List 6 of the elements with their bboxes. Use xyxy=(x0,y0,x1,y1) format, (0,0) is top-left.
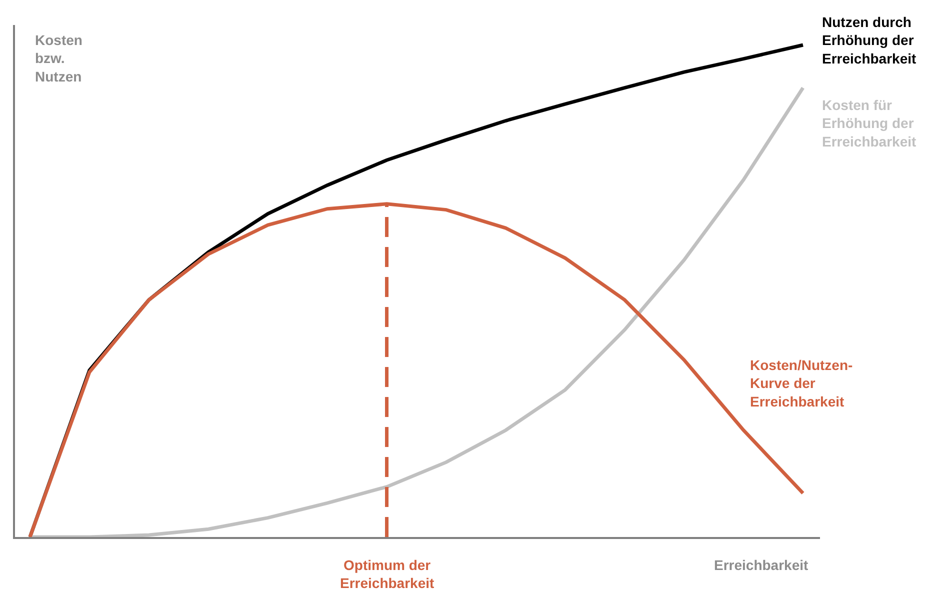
y-axis-title: Kosten bzw. Nutzen xyxy=(35,32,82,84)
series-label: Nutzen durch Erhöhung der Erreichbarkeit xyxy=(822,14,916,66)
x-axis-title: Erreichbarkeit xyxy=(714,557,808,573)
series-label: Kosten/Nutzen- Kurve der Erreichbarkeit xyxy=(750,357,853,410)
text: Optimum der Erreichbarkeit xyxy=(340,557,434,592)
series-label: Kosten für Erhöhung der Erreichbarkeit xyxy=(822,97,916,150)
